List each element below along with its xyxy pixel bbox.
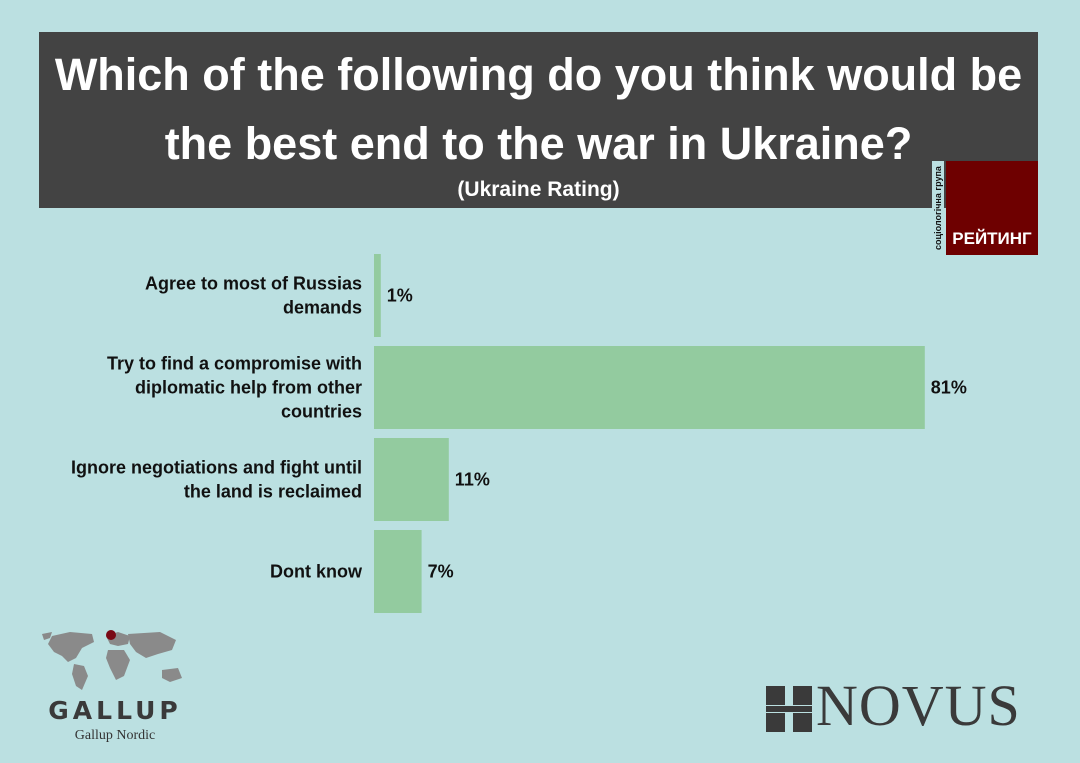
gallup-logo: GALLUP Gallup Nordic [22,628,208,748]
bar-1 [374,254,381,337]
value-label-4: 7% [428,562,454,582]
category-label-line: demands [283,298,362,318]
rating-logo-tagline-box: соціологічна група [932,161,944,255]
value-label-3: 11% [455,470,490,490]
bar-chart: 1% Agree to most of Russias demands 81% Try … [71,254,967,613]
gallup-subtitle: Gallup Nordic [74,728,156,743]
category-label-line: Dont know [270,562,363,582]
category-label-1: Agree to most of Russias demands [145,274,362,318]
world-map-icon [42,630,182,690]
rating-logo-tagline: соціологічна група [933,166,943,250]
chart-title-line-1: Which of the following do you think woul… [54,49,1023,100]
category-label-3: Ignore negotiations and fight until the l… [71,458,362,502]
category-label-line: diplomatic help from other [135,378,362,398]
rating-logo: соціологічна група РЕЙТИНГ [932,161,1038,255]
category-label-4: Dont know [270,562,363,582]
novus-wordmark: NOVUS [816,673,1021,738]
category-label-line: countries [281,402,362,422]
title-box: Which of the following do you think woul… [39,32,1038,208]
bar-3 [374,438,449,521]
rating-logo-mark: РЕЙТИНГ [946,161,1038,255]
novus-logo: NOVUS [766,673,1046,738]
chart-title-line-2: the best end to the war in Ukraine? [164,118,913,169]
bar-2 [374,346,925,429]
rating-logo-name: РЕЙТИНГ [952,229,1032,248]
value-label-1: 1% [387,286,413,306]
novus-cross-icon [766,686,812,732]
chart-title: Which of the following do you think woul… [39,40,1038,178]
chart-subtitle: (Ukraine Rating) [457,178,620,201]
value-label-2: 81% [931,378,967,398]
category-label-line: Try to find a compromise with [107,354,362,374]
category-label-2: Try to find a compromise with diplomatic … [107,354,362,422]
category-label-line: Ignore negotiations and fight until [71,458,362,478]
category-label-line: the land is reclaimed [184,482,362,502]
bar-4 [374,530,422,613]
gallup-wordmark: GALLUP [48,696,182,725]
category-label-line: Agree to most of Russias [145,274,362,294]
